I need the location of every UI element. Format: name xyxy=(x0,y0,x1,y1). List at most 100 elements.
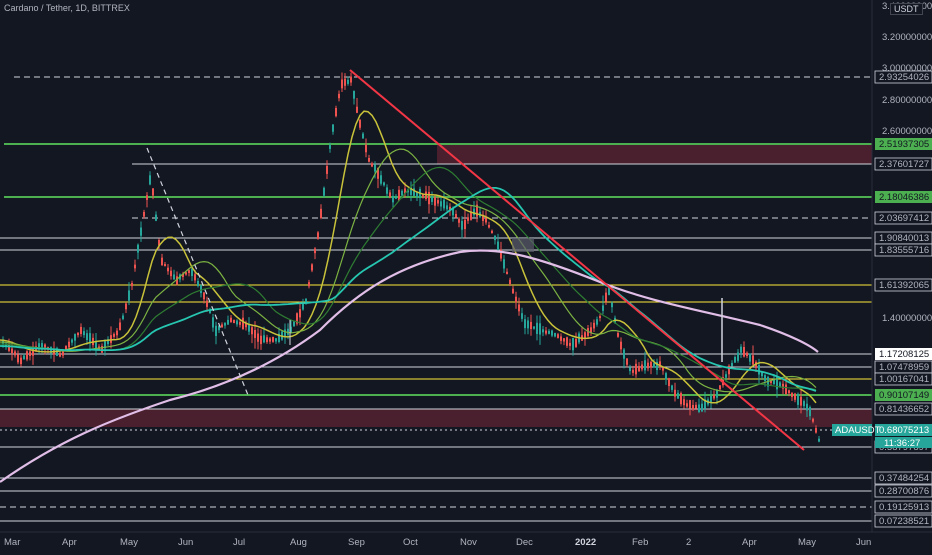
price-tick-label: 2.60000000 xyxy=(882,126,932,137)
candle-body xyxy=(269,338,271,342)
candle-body xyxy=(38,343,40,350)
price-tag-label: 0.90107149 xyxy=(879,390,929,401)
time-tick-label: Feb xyxy=(632,537,648,548)
candle-body xyxy=(140,227,142,236)
candle-body xyxy=(443,199,445,209)
candle-body xyxy=(44,344,46,350)
candle-body xyxy=(26,351,28,360)
candle-body xyxy=(170,270,172,277)
candle-body xyxy=(344,78,346,86)
candle-body xyxy=(749,353,751,362)
price-tick-label: 3.20000000 xyxy=(882,32,932,43)
candle-body xyxy=(695,404,697,409)
candle-body xyxy=(17,354,19,363)
candle-body xyxy=(794,393,796,400)
candle-body xyxy=(326,165,328,174)
candle-body xyxy=(635,363,637,375)
candle-body xyxy=(437,200,439,204)
price-tag xyxy=(874,372,932,386)
candle-body xyxy=(215,325,217,337)
candle-body xyxy=(119,322,121,331)
candle-body xyxy=(590,327,592,333)
price-tag-label: 1.00167041 xyxy=(879,374,929,385)
candle-body xyxy=(566,337,568,346)
candle-body xyxy=(146,195,148,200)
price-tag xyxy=(875,424,932,436)
candle-body xyxy=(152,188,154,196)
candle-body xyxy=(482,214,484,221)
candle-body xyxy=(20,357,22,365)
candle-body xyxy=(596,319,598,325)
candle-body xyxy=(629,367,631,372)
countdown-tag xyxy=(875,437,932,448)
candle-body xyxy=(524,319,526,329)
candle-body xyxy=(374,164,376,172)
candle-body xyxy=(260,335,262,345)
candle-body xyxy=(191,268,193,277)
candle-body xyxy=(458,218,460,223)
candle-body xyxy=(395,196,397,199)
price-tag-label: 0.81436652 xyxy=(879,404,929,415)
candle-body xyxy=(683,399,685,406)
candle-body xyxy=(392,195,394,203)
candle-body xyxy=(356,106,358,113)
currency-button[interactable]: USDT xyxy=(890,3,923,15)
resistance-zone-upper xyxy=(437,144,872,164)
candle-body xyxy=(488,224,490,228)
candle-body xyxy=(461,220,463,230)
candle-body xyxy=(716,390,718,398)
candle-body xyxy=(506,271,508,275)
candle-body xyxy=(545,330,547,334)
candle-body xyxy=(200,285,202,294)
candle-body xyxy=(611,302,613,308)
candle-body xyxy=(509,279,511,285)
candle-body xyxy=(341,79,343,89)
candle-body xyxy=(602,305,604,311)
candle-body xyxy=(362,133,364,139)
price-tag-label: 1.17208125 xyxy=(879,349,929,360)
candle-body xyxy=(86,333,88,340)
candle-body xyxy=(512,288,514,294)
candle-body xyxy=(59,352,61,357)
time-tick-label: Jul xyxy=(233,537,245,548)
candle-body xyxy=(347,79,349,84)
candle-body xyxy=(149,175,151,185)
candle-body xyxy=(815,428,817,433)
candle-body xyxy=(521,313,523,319)
price-tag xyxy=(874,484,932,498)
candle-body xyxy=(263,335,265,343)
candle-body xyxy=(29,351,31,357)
candle-body xyxy=(293,321,295,327)
candle-body xyxy=(653,363,655,368)
candle-body xyxy=(401,190,403,196)
candle-body xyxy=(818,438,820,442)
candle-body xyxy=(89,333,91,344)
candle-body xyxy=(71,339,73,343)
candle-body xyxy=(389,192,391,198)
candle-body xyxy=(623,349,625,359)
candle-body xyxy=(431,196,433,202)
candle-body xyxy=(41,343,43,350)
time-tick-label: Jun xyxy=(178,537,193,548)
candle-body xyxy=(14,351,16,356)
candle-body xyxy=(500,249,502,259)
candle-body xyxy=(299,309,301,318)
candle-body xyxy=(593,322,595,329)
candle-body xyxy=(464,219,466,229)
candle-body xyxy=(275,338,277,342)
candle-body xyxy=(473,208,475,216)
candle-body xyxy=(740,346,742,353)
candle-body xyxy=(173,274,175,280)
candle-body xyxy=(353,90,355,99)
candle-body xyxy=(491,230,493,234)
time-tick-label: Oct xyxy=(403,537,418,548)
candle-body xyxy=(383,182,385,186)
candle-body xyxy=(311,264,313,271)
candle-body xyxy=(164,263,166,267)
candle-body xyxy=(692,404,694,410)
time-tick-label: Nov xyxy=(460,537,477,548)
candle-body xyxy=(116,330,118,336)
time-tick-label: Sep xyxy=(348,537,365,548)
